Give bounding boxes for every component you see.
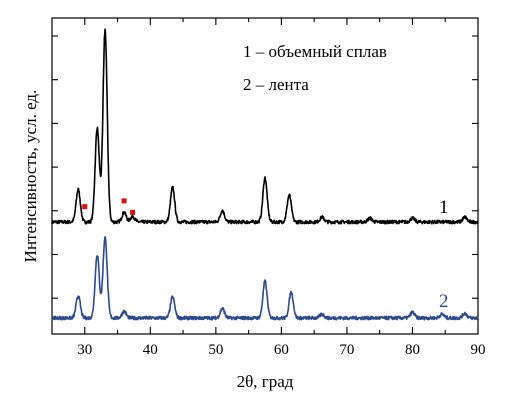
x-tick-label: 90 [471, 342, 486, 358]
x-tick-label: 50 [208, 342, 223, 358]
series-group [51, 28, 479, 321]
series-label-2: 2 [439, 291, 449, 312]
phase-marker [82, 204, 88, 210]
series-label-1: 1 [439, 197, 449, 218]
axis-ticks: 30 40 50 60 70 80 90 [52, 18, 486, 358]
legend-entry-1: 1 – объемный сплав [243, 42, 387, 61]
x-tick-label: 60 [274, 342, 289, 358]
phase-marker [130, 209, 136, 215]
phase-marker [121, 198, 127, 204]
x-tick-label: 40 [143, 342, 158, 358]
marker-group [82, 198, 136, 215]
plot-frame [51, 17, 479, 335]
x-tick-label: 70 [339, 342, 354, 358]
x-axis-label: 2θ, град [237, 372, 294, 391]
x-tick-label: 30 [77, 342, 92, 358]
legend-entry-2: 2 – лента [243, 75, 309, 94]
x-tick-label: 80 [405, 342, 420, 358]
y-axis-label: Интенсивность, усл. ед. [21, 90, 40, 263]
series-line-1 [51, 28, 479, 225]
series-line-2 [51, 236, 479, 321]
